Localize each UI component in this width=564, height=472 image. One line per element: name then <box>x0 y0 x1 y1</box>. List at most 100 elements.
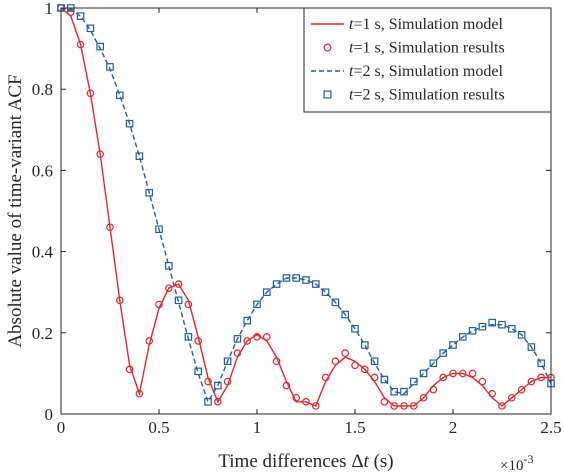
x-axis-label-delta: Δ <box>351 451 363 472</box>
data-point <box>67 8 75 16</box>
data-point <box>76 12 85 20</box>
data-point <box>174 296 183 305</box>
data-point <box>184 300 193 309</box>
data-point <box>243 337 252 345</box>
data-point <box>292 393 301 402</box>
data-point <box>351 361 359 370</box>
data-point <box>439 373 448 382</box>
legend-label-var: t <box>349 87 354 104</box>
data-point <box>76 40 85 49</box>
y-tick-label: 1 <box>45 0 54 18</box>
data-point <box>468 369 477 378</box>
x-axis-exponent: ×10-3 <box>500 452 533 472</box>
data-point <box>331 298 340 307</box>
data-point <box>468 326 477 335</box>
data-point <box>115 91 124 100</box>
data-point <box>106 223 114 232</box>
data-point <box>96 150 105 158</box>
y-tick-label: 0.6 <box>32 161 53 180</box>
data-point <box>341 310 350 319</box>
data-point <box>390 387 399 396</box>
data-point <box>517 331 526 339</box>
legend-label: t=2 s, Simulation model <box>349 63 503 80</box>
data-point <box>449 341 457 349</box>
data-point <box>263 288 271 297</box>
y-tick-label: 0.4 <box>32 243 54 262</box>
data-point <box>458 369 467 378</box>
series-1 <box>60 7 551 407</box>
data-point <box>498 402 506 410</box>
y-tick-label: 0.2 <box>32 324 53 343</box>
data-point <box>272 357 281 366</box>
data-point <box>429 359 438 368</box>
data-point <box>302 398 310 406</box>
data-point <box>204 398 212 406</box>
legend-label: t=1 s, Simulation results <box>349 40 505 57</box>
data-point <box>361 341 369 349</box>
data-point <box>459 333 467 341</box>
data-point <box>478 322 487 331</box>
x-axis-label: Time differences Δt (s) <box>218 451 393 472</box>
x-tick-label: 1 <box>253 418 262 437</box>
data-point <box>409 402 418 410</box>
data-point <box>106 63 114 71</box>
legend-label-var: t <box>349 63 354 80</box>
legend-label-var: t <box>349 40 354 57</box>
plot-area <box>57 4 555 410</box>
series-4 <box>57 4 555 406</box>
data-point <box>135 152 144 160</box>
data-point <box>449 369 457 378</box>
data-point <box>125 365 134 374</box>
data-point <box>302 276 310 284</box>
data-point <box>488 318 497 327</box>
data-point <box>174 280 183 288</box>
data-point <box>135 389 144 398</box>
x-tick-label: 0.5 <box>148 418 169 437</box>
data-point <box>498 320 506 329</box>
data-point <box>419 369 428 378</box>
data-point <box>312 280 320 288</box>
y-tick-label: 0 <box>45 405 54 424</box>
data-point <box>214 398 222 406</box>
data-point <box>517 385 526 394</box>
data-point <box>380 375 389 384</box>
data-point <box>537 359 546 368</box>
data-point <box>282 381 291 390</box>
data-point <box>527 377 536 386</box>
legend-label: t=2 s, Simulation results <box>349 87 505 104</box>
data-point <box>145 337 154 345</box>
legend-entry-3: t=2 s, Simulation model <box>311 63 503 80</box>
data-point <box>400 387 408 396</box>
x-tick-label: 2 <box>449 418 458 437</box>
y-axis-label: Absolute value of time-variant ACF <box>5 74 26 347</box>
data-point <box>400 402 408 410</box>
data-point <box>233 349 242 357</box>
data-point <box>155 300 163 309</box>
data-point <box>233 335 242 343</box>
data-point <box>419 393 428 402</box>
data-point <box>116 296 124 305</box>
legend-label-text: =1 s, Simulation model <box>353 16 503 33</box>
data-point <box>194 367 203 376</box>
data-point <box>439 349 448 357</box>
legend-label-text: =1 s, Simulation results <box>353 40 504 57</box>
legend-label-text: =2 s, Simulation results <box>353 87 504 104</box>
legend-entry-2: t=1 s, Simulation results <box>323 40 505 57</box>
series-2 <box>57 4 555 410</box>
data-point <box>321 288 330 297</box>
legend-square-swatch <box>323 90 332 99</box>
data-point <box>331 357 340 366</box>
data-point <box>272 280 281 288</box>
data-point <box>508 324 516 333</box>
data-point <box>184 333 193 341</box>
x-tick-label: 1.5 <box>344 418 365 437</box>
data-point <box>351 324 359 333</box>
data-point <box>125 119 134 128</box>
legend-entry-1: t=1 s, Simulation model <box>311 16 503 33</box>
data-point <box>96 42 105 51</box>
data-point <box>282 274 291 282</box>
x-axis-label-var: t <box>364 451 370 472</box>
data-point <box>360 365 369 374</box>
